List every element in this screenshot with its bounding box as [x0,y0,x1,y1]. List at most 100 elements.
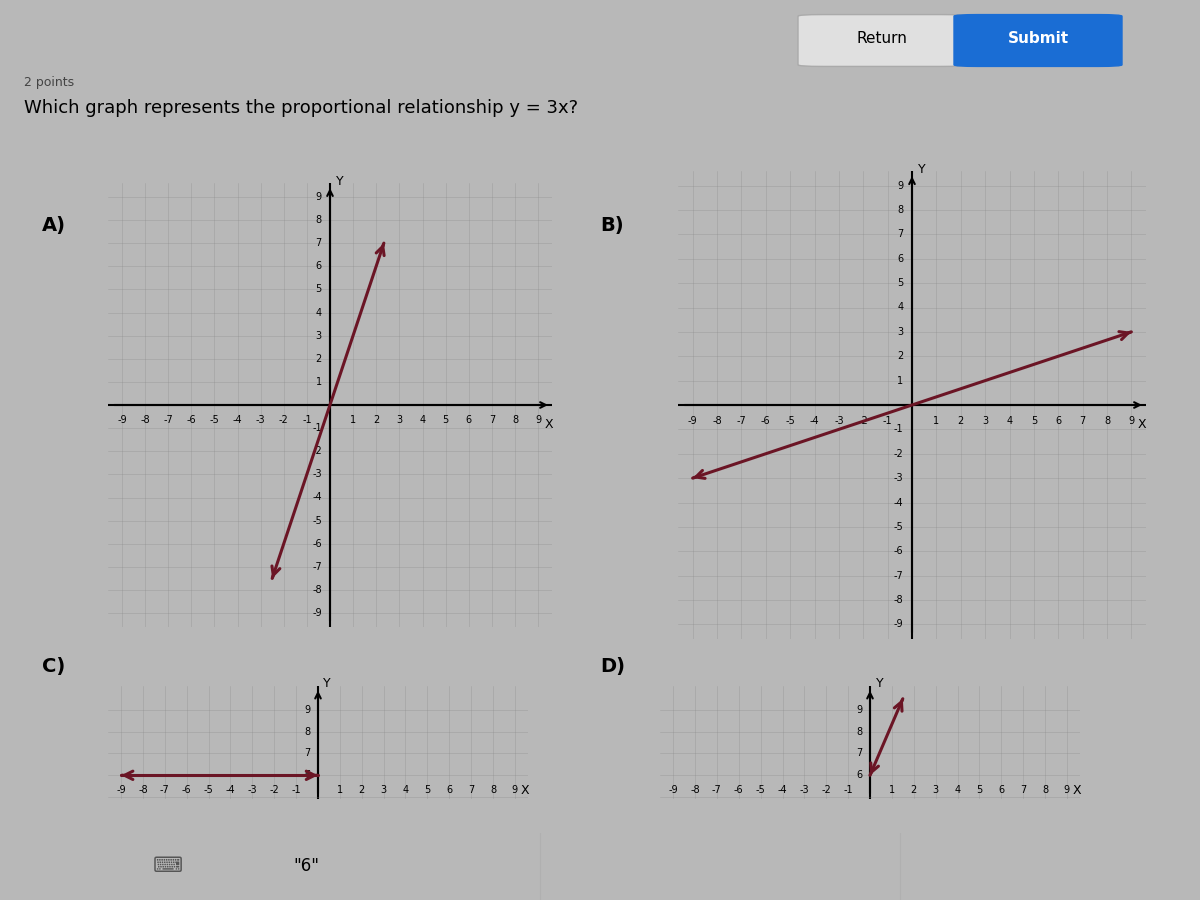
Text: 4: 4 [1007,416,1013,426]
Text: 3: 3 [982,416,988,426]
Text: -5: -5 [312,516,322,526]
Text: 1: 1 [350,416,356,426]
Text: Submit: Submit [1008,32,1068,47]
Text: -9: -9 [688,416,697,426]
Text: -1: -1 [844,785,853,796]
Text: 6: 6 [316,261,322,271]
Text: -2: -2 [821,785,832,796]
Text: -9: -9 [894,619,904,629]
Text: 2 points: 2 points [24,76,74,89]
Text: X: X [1073,784,1081,797]
Text: -1: -1 [883,416,893,426]
Text: ⌨: ⌨ [152,856,184,877]
Text: -6: -6 [894,546,904,556]
Text: 3: 3 [898,327,904,337]
Text: 8: 8 [898,205,904,215]
Text: 8: 8 [512,416,518,426]
Text: 8: 8 [1104,416,1110,426]
Text: Y: Y [876,677,883,690]
Text: Y: Y [918,163,925,176]
Text: -4: -4 [233,416,242,426]
Text: 7: 7 [316,238,322,248]
Text: -1: -1 [312,423,322,433]
Text: -4: -4 [810,416,820,426]
Text: 6: 6 [998,785,1004,796]
Text: 8: 8 [857,726,863,736]
Text: 7: 7 [468,785,474,796]
Text: Which graph represents the proportional relationship y = 3x?: Which graph represents the proportional … [24,100,578,118]
Text: -3: -3 [256,416,265,426]
Text: -2: -2 [312,446,322,456]
Text: 4: 4 [402,785,408,796]
Text: 3: 3 [316,330,322,340]
Text: 7: 7 [304,749,311,759]
Text: 9: 9 [512,785,518,796]
Text: Return: Return [857,32,907,47]
Text: 2: 2 [958,416,964,426]
Text: -6: -6 [761,416,770,426]
Text: -7: -7 [712,785,721,796]
Text: -6: -6 [182,785,192,796]
Text: 5: 5 [443,416,449,426]
Text: 4: 4 [316,308,322,318]
Text: 5: 5 [977,785,983,796]
Text: "6": "6" [293,857,319,875]
Text: -2: -2 [894,449,904,459]
Text: 9: 9 [898,181,904,191]
Text: C): C) [42,657,65,676]
Text: 6: 6 [466,416,472,426]
Text: -5: -5 [210,416,220,426]
Text: -6: -6 [734,785,744,796]
Text: Y: Y [336,175,343,187]
Text: 2: 2 [373,416,379,426]
Text: 3: 3 [932,785,938,796]
Text: -3: -3 [247,785,257,796]
Text: -4: -4 [894,498,904,508]
Text: 6: 6 [446,785,452,796]
Text: -7: -7 [312,562,322,572]
Text: -9: -9 [116,785,126,796]
Text: 3: 3 [396,416,402,426]
Text: 4: 4 [420,416,426,426]
Text: 5: 5 [898,278,904,288]
Text: 9: 9 [535,416,541,426]
Text: -2: -2 [858,416,868,426]
Text: X: X [545,418,553,431]
FancyBboxPatch shape [798,14,966,67]
Text: 1: 1 [337,785,343,796]
Text: 5: 5 [1031,416,1037,426]
Text: 5: 5 [316,284,322,294]
Text: X: X [521,784,529,797]
Text: 6: 6 [898,254,904,264]
Text: -8: -8 [712,416,722,426]
Text: -9: -9 [118,416,127,426]
Text: 2: 2 [911,785,917,796]
Text: -5: -5 [785,416,796,426]
Text: Y: Y [324,677,331,690]
Text: 7: 7 [898,230,904,239]
Text: -4: -4 [312,492,322,502]
Text: -6: -6 [312,539,322,549]
Text: -1: -1 [894,425,904,435]
Text: 5: 5 [425,785,431,796]
Text: D): D) [600,657,625,676]
Text: 6: 6 [857,770,863,780]
Text: -9: -9 [668,785,678,796]
Text: -7: -7 [160,785,169,796]
Text: -8: -8 [894,595,904,605]
Text: 9: 9 [857,705,863,715]
Text: -2: -2 [278,416,289,426]
Text: X: X [1138,418,1147,431]
Text: -6: -6 [186,416,196,426]
Text: 1: 1 [316,377,322,387]
Text: -3: -3 [834,416,844,426]
Text: 2: 2 [359,785,365,796]
Text: -5: -5 [204,785,214,796]
Text: -2: -2 [269,785,280,796]
Text: 6: 6 [1055,416,1061,426]
Text: 1: 1 [889,785,895,796]
Text: -1: -1 [292,785,301,796]
FancyBboxPatch shape [954,14,1122,67]
Text: 1: 1 [934,416,940,426]
Text: -7: -7 [894,571,904,580]
